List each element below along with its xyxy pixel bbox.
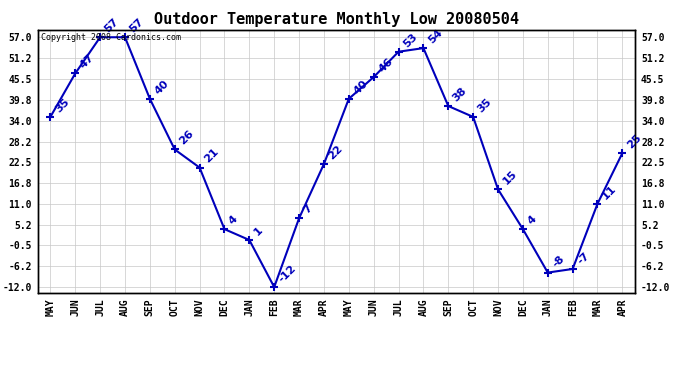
Text: 53: 53	[402, 31, 420, 49]
Text: 35: 35	[476, 96, 494, 114]
Text: 4: 4	[227, 214, 240, 226]
Title: Outdoor Temperature Monthly Low 20080504: Outdoor Temperature Monthly Low 20080504	[154, 12, 519, 27]
Text: -8: -8	[551, 254, 566, 270]
Text: 1: 1	[252, 225, 265, 237]
Text: 54: 54	[426, 27, 444, 45]
Text: 7: 7	[302, 203, 315, 216]
Text: 35: 35	[53, 96, 71, 114]
Text: 57: 57	[128, 16, 146, 34]
Text: 4: 4	[526, 214, 538, 226]
Text: 47: 47	[78, 53, 96, 70]
Text: 38: 38	[451, 86, 469, 103]
Text: -12: -12	[277, 263, 298, 284]
Text: 40: 40	[152, 78, 170, 96]
Text: Copyright 2008 Cardonics.com: Copyright 2008 Cardonics.com	[41, 33, 181, 42]
Text: 15: 15	[501, 169, 519, 186]
Text: 26: 26	[177, 129, 196, 147]
Text: -7: -7	[575, 251, 591, 266]
Text: 46: 46	[377, 56, 395, 74]
Text: 40: 40	[352, 78, 370, 96]
Text: 57: 57	[103, 16, 121, 34]
Text: 22: 22	[327, 143, 345, 161]
Text: 11: 11	[600, 183, 618, 201]
Text: 21: 21	[202, 147, 220, 165]
Text: 25: 25	[625, 132, 643, 150]
